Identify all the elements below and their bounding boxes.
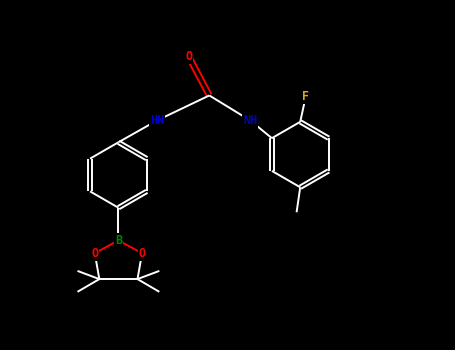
Text: NH: NH <box>243 114 258 127</box>
Text: HN: HN <box>150 114 164 127</box>
Text: O: O <box>91 247 98 260</box>
Text: O: O <box>185 50 192 63</box>
Text: F: F <box>302 90 309 103</box>
Text: O: O <box>138 247 146 260</box>
Text: B: B <box>115 234 122 247</box>
